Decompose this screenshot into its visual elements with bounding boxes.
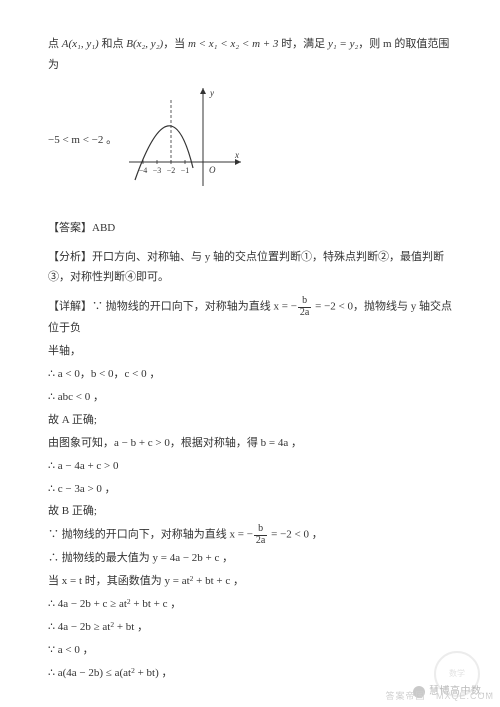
line8-lead: ∵ 抛物线的开口向下，对称轴为直线 <box>48 529 230 541</box>
stamp-text: 数学 <box>449 666 465 681</box>
stmt-prefix: 点 <box>48 38 62 50</box>
answer-label: 【答案】 <box>48 222 92 234</box>
svg-text:−4: −4 <box>139 166 148 175</box>
line-5: ∴ a − 4a + c > 0 <box>48 456 452 477</box>
line-3: 故 A 正确; <box>48 410 452 431</box>
svg-text:O: O <box>209 165 216 175</box>
line8-rhs: = −2 < 0 ， <box>268 529 322 541</box>
cond-lead: ，当 <box>163 38 188 50</box>
line11-a: ∴ 4a − 2b + c ≥ at <box>48 598 127 610</box>
svg-text:y: y <box>209 88 214 98</box>
corner-text: 答案帝国 <box>385 691 425 701</box>
point-a: A(x₁, y₁) <box>62 38 99 50</box>
sym-frac: b2a <box>297 296 312 318</box>
line-13: ∵ a < 0 ， <box>48 640 452 661</box>
line-7: 故 B 正确; <box>48 501 452 522</box>
point-b: B(x₂, y₂) <box>126 38 163 50</box>
detail-lead: ∵ 抛物线的开口向下，对称轴为直线 <box>92 301 274 313</box>
line10-a: 当 x = t 时，其函数值为 y = at <box>48 575 190 587</box>
frac-den-2: 2a <box>254 536 267 547</box>
sym-eq-lhs: x = − <box>274 301 297 313</box>
analysis-label: 【分析】 <box>48 251 92 263</box>
detail-label: 【详解】 <box>48 301 92 313</box>
line-1: ∴ a < 0，b < 0，c < 0 ， <box>48 364 452 385</box>
halfaxis-line: 半轴， <box>48 341 452 362</box>
svg-text:x: x <box>234 150 239 160</box>
cond-ineq: m < x₁ < x₂ < m + 3 <box>188 38 279 50</box>
line-9: ∴ 抛物线的最大值为 y = 4a − 2b + c ， <box>48 548 452 569</box>
line10-b: + bt + c ， <box>193 575 244 587</box>
site-text: MXQE.COM <box>436 691 494 701</box>
stmt-join: 和点 <box>99 38 127 50</box>
line12-a: ∴ 4a − 2b ≥ at <box>48 621 110 633</box>
analysis-text: 开口方向、对称轴、与 y 轴的交点位置判断①，特殊点判断②，最值判断③，对称性判… <box>48 251 444 284</box>
svg-text:−3: −3 <box>153 166 162 175</box>
range-expr: −5 < m < −2 。 <box>48 130 117 151</box>
svg-text:−1: −1 <box>181 166 190 175</box>
sym-frac-2: b2a <box>253 524 268 546</box>
line14-b: + bt) ， <box>135 667 173 679</box>
cond-eq: y₁ = y₂ <box>328 38 358 50</box>
cond-mid: 时，满足 <box>278 38 328 50</box>
line-4: 由图象可知，a − b + c > 0，根据对称轴，得 b = 4a ， <box>48 433 452 454</box>
svg-text:−2: −2 <box>167 166 176 175</box>
parabola-graph: −4 −3 −2 −1 Ox y <box>125 82 245 200</box>
line-6: ∴ c − 3a > 0 ， <box>48 479 452 500</box>
line-2: ∴ abc < 0 ， <box>48 387 452 408</box>
line11-b: + bt + c ， <box>131 598 182 610</box>
sym-eq-lhs-2: x = − <box>230 529 253 541</box>
frac-den: 2a <box>298 308 311 319</box>
answer-choices: ABD <box>92 222 115 234</box>
line12-b: + bt ， <box>114 621 148 633</box>
sym-eq-rhs: = −2 < 0 <box>312 301 353 313</box>
line14-a: ∴ a(4a − 2b) ≤ a(at <box>48 667 131 679</box>
problem-statement: 点 A(x₁, y₁) 和点 B(x₂, y₂)，当 m < x₁ < x₂ <… <box>48 34 452 76</box>
